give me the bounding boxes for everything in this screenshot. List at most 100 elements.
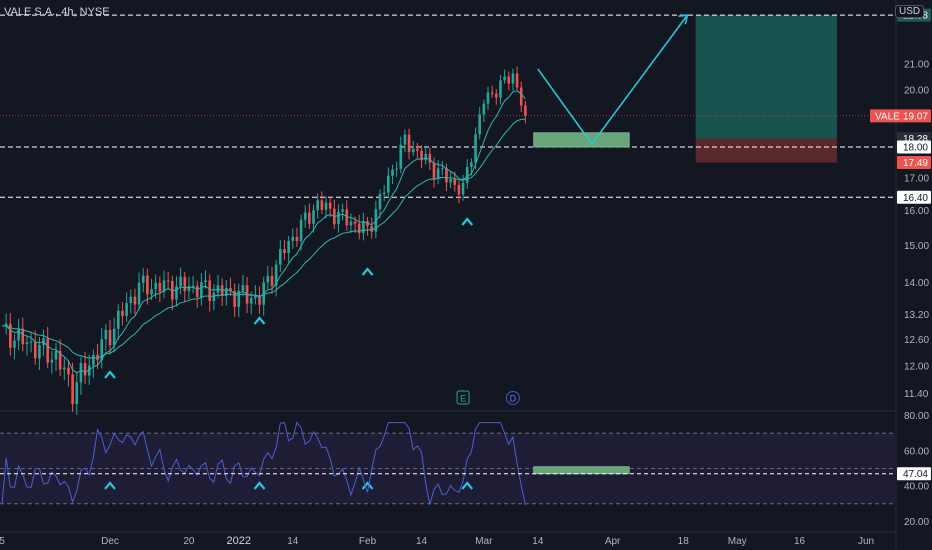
candle-body	[249, 298, 253, 304]
candle-body	[470, 162, 473, 168]
current-price-value: 19.07	[903, 111, 928, 122]
candle-body	[312, 210, 315, 224]
candle-body	[204, 280, 207, 283]
candle-body	[499, 80, 502, 98]
support-marker-icon	[361, 267, 374, 276]
price-tick-label: 12.60	[904, 335, 929, 346]
candle-body	[158, 282, 162, 292]
candle-body	[75, 382, 79, 405]
price-tick-label: 11.40	[904, 389, 929, 400]
candle-body	[58, 350, 62, 370]
candle-body	[9, 323, 12, 348]
price-tick-label: 21.00	[904, 59, 929, 70]
candle-body	[507, 76, 511, 84]
candle-body	[112, 328, 116, 346]
rsi-line	[1, 421, 526, 506]
candle-body	[391, 169, 394, 176]
candle-body	[254, 295, 257, 299]
entry-zone	[533, 132, 630, 148]
candle-body	[108, 329, 112, 346]
candle-body	[195, 285, 199, 298]
price-tick-label: 13.20	[904, 310, 929, 321]
candle-body	[519, 87, 523, 106]
candle-body	[387, 175, 390, 193]
candle-body	[4, 323, 8, 327]
earnings-label: E	[460, 394, 466, 404]
projection-arrowhead	[678, 14, 689, 25]
candle-body	[117, 310, 120, 329]
stop-zone	[695, 138, 837, 163]
candle-body	[162, 280, 166, 292]
candle-body	[133, 296, 137, 305]
candle-body	[92, 354, 95, 366]
candle-body	[432, 162, 436, 180]
candle-body	[395, 168, 398, 170]
candle-body	[233, 291, 236, 307]
candle-body	[482, 103, 486, 115]
support-marker-icon	[461, 481, 474, 490]
candle-body	[337, 211, 340, 225]
candle-body	[416, 148, 419, 151]
time-tick-label: Apr	[605, 536, 621, 547]
dividend-label: D	[510, 394, 517, 404]
candle-body	[29, 341, 33, 343]
time-tick-label: Jun	[858, 536, 874, 547]
time-tick-label: 14	[287, 536, 299, 547]
support-marker-icon	[461, 217, 474, 226]
ema-slow-line	[1, 118, 526, 359]
candle-body	[125, 303, 128, 316]
current-price-tag	[870, 109, 931, 123]
level-tag	[897, 156, 931, 170]
level-tag-label: 16.40	[903, 193, 928, 204]
price-tick-label: 15.00	[904, 241, 929, 252]
symbol-name: VALE S.A.	[4, 6, 56, 18]
level-tag-label: 18.00	[903, 143, 928, 154]
candle-body	[141, 275, 145, 283]
candle-body	[490, 92, 494, 94]
candle-body	[299, 219, 303, 241]
support-marker-icon	[104, 370, 116, 379]
price-tick-label: 16.00	[904, 206, 929, 217]
candle-body	[166, 280, 170, 282]
candle-body	[436, 168, 440, 180]
support-marker-icon	[253, 316, 266, 325]
candle-body	[258, 295, 261, 305]
level-tag	[897, 140, 931, 154]
rsi-tick-label: 80.00	[904, 411, 929, 422]
candle-body	[503, 76, 506, 81]
candle-body	[524, 105, 527, 116]
candle-body	[71, 374, 74, 405]
time-tick-label: Mar	[475, 536, 493, 547]
candle-body	[486, 92, 490, 104]
current-price-symbol: VALE	[875, 111, 900, 122]
rsi-tick-label: 60.00	[904, 446, 929, 457]
candle-body	[320, 200, 324, 210]
candle-body	[495, 93, 498, 98]
time-tick-label: 14	[416, 536, 428, 547]
candle-body	[465, 167, 469, 183]
candle-body	[366, 221, 369, 227]
candle-body	[345, 209, 349, 226]
candle-body	[291, 236, 295, 241]
candle-body	[17, 328, 20, 341]
candle-body	[428, 153, 432, 163]
candle-body	[515, 73, 519, 88]
ema-fast-line	[1, 90, 526, 374]
currency-tag[interactable]: USD	[895, 5, 925, 18]
candle-body	[13, 340, 16, 348]
candle-body	[474, 134, 477, 163]
candle-body	[179, 276, 182, 287]
candle-body	[187, 286, 191, 292]
candle-body	[399, 144, 403, 169]
candle-body	[175, 286, 178, 300]
candle-body	[445, 168, 448, 183]
rsi-tick-label: 20.00	[904, 517, 929, 528]
candle-body	[79, 363, 83, 383]
rsi-entry-zone	[533, 466, 630, 475]
time-tick-label: 2022	[227, 535, 251, 547]
earnings-icon	[456, 390, 470, 405]
support-marker-icon	[104, 481, 116, 490]
candle-body	[349, 221, 353, 226]
candle-body	[25, 342, 29, 345]
